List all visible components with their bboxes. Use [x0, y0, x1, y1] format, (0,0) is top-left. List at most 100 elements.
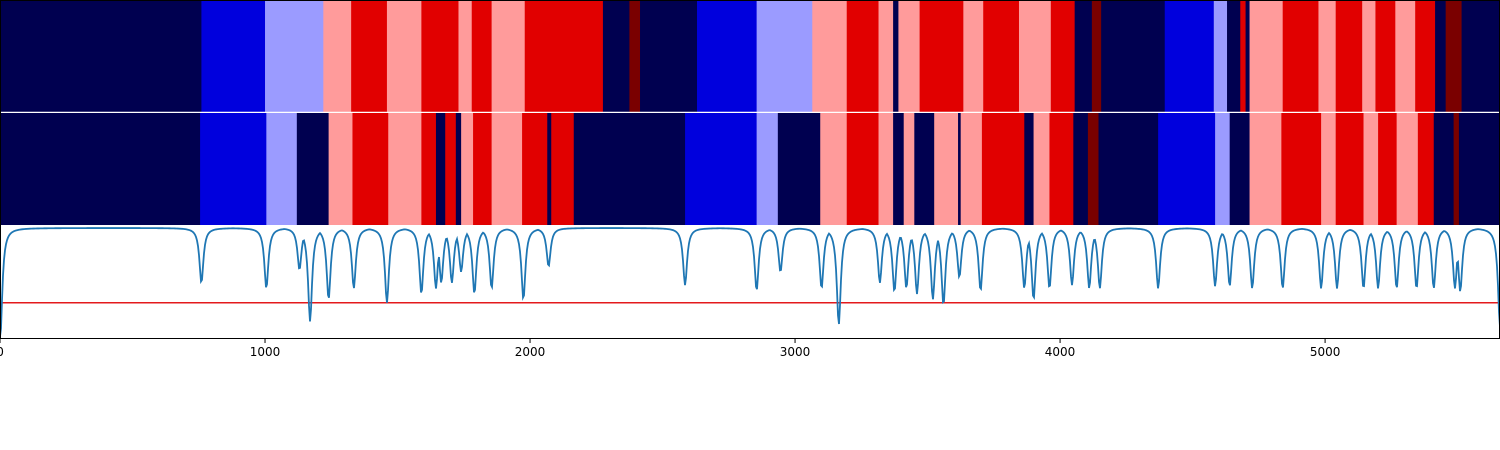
- track-0-segment: [602, 0, 630, 112]
- track-0-segment: [1335, 0, 1363, 112]
- track-1-segment: [1453, 113, 1460, 225]
- track-1-segment: [455, 113, 462, 225]
- track-1-segment: [777, 113, 821, 225]
- track-1-segment: [1249, 113, 1282, 225]
- track-1-segment: [1229, 113, 1250, 225]
- track-0-segment: [812, 0, 848, 112]
- track-0-segment: [1240, 0, 1246, 112]
- track-0-segment: [697, 0, 758, 112]
- track-0-segment: [471, 0, 493, 112]
- track-1-segment: [473, 113, 493, 225]
- x-tick-label: 0: [0, 345, 4, 359]
- track-1-segment: [960, 113, 983, 225]
- track-1-segment: [461, 113, 474, 225]
- track-0-segment: [323, 0, 352, 112]
- track-1-segment: [1215, 113, 1231, 225]
- track-1-segment: [328, 113, 353, 225]
- track-0-segment: [1245, 0, 1250, 112]
- track-1-segment: [573, 113, 686, 225]
- track-1-segment: [1458, 113, 1500, 225]
- track-0-segment: [421, 0, 459, 112]
- track-0-segment: [1018, 0, 1052, 112]
- track-1-segment: [1049, 113, 1074, 225]
- track-1-segment: [1335, 113, 1364, 225]
- series-line: [0, 227, 1500, 337]
- track-0-segment: [458, 0, 473, 112]
- track-1-segment: [200, 113, 267, 225]
- track-0-segment: [524, 0, 604, 112]
- track-0-segment: [1074, 0, 1093, 112]
- x-tick-label: 5000: [1310, 345, 1341, 359]
- track-1-segment: [1281, 113, 1322, 225]
- track-1-segment: [1073, 113, 1089, 225]
- heatmap-track-0: [0, 0, 1500, 112]
- track-0-segment: [1091, 0, 1102, 112]
- track-1-segment: [958, 113, 962, 225]
- track-0-segment: [1164, 0, 1215, 112]
- track-1-segment: [1098, 113, 1159, 225]
- track-1-segment: [1433, 113, 1455, 225]
- track-1-segment: [903, 113, 915, 225]
- track-1-segment: [551, 113, 575, 225]
- track-0-segment: [878, 0, 894, 112]
- track-0-segment: [846, 0, 879, 112]
- track-1-segment: [934, 113, 959, 225]
- track-1-segment: [878, 113, 894, 225]
- track-1-segment: [756, 113, 779, 225]
- track-0-segment: [983, 0, 1020, 112]
- track-1-segment: [0, 113, 201, 225]
- track-1-segment: [1024, 113, 1034, 225]
- x-tick-label: 1000: [250, 345, 281, 359]
- track-1-segment: [1363, 113, 1379, 225]
- track-0-segment: [1445, 0, 1462, 112]
- track-1-segment: [1033, 113, 1050, 225]
- curve-panel-background: [0, 226, 1500, 338]
- track-0-segment: [1435, 0, 1447, 112]
- track-0-segment: [1249, 0, 1284, 112]
- track-0-segment: [1415, 0, 1436, 112]
- track-0-segment: [919, 0, 964, 112]
- track-1-segment: [1087, 113, 1099, 225]
- track-0-segment: [1395, 0, 1416, 112]
- track-1-segment: [522, 113, 548, 225]
- track-0-segment: [1375, 0, 1396, 112]
- track-0-segment: [893, 0, 899, 112]
- track-0-segment: [386, 0, 422, 112]
- track-1-segment: [421, 113, 437, 225]
- track-0-segment: [1362, 0, 1376, 112]
- track-0-segment: [1213, 0, 1228, 112]
- x-tick-label: 2000: [515, 345, 546, 359]
- track-0-segment: [1318, 0, 1337, 112]
- track-1-segment: [445, 113, 457, 225]
- x-tick-label: 3000: [780, 345, 811, 359]
- track-0-segment: [898, 0, 921, 112]
- track-1-segment: [1396, 113, 1419, 225]
- track-1-segment: [685, 113, 758, 225]
- track-1-segment: [820, 113, 848, 225]
- track-1-segment: [846, 113, 879, 225]
- track-0-segment: [963, 0, 984, 112]
- track-0-segment: [629, 0, 641, 112]
- x-tick-label: 4000: [1045, 345, 1076, 359]
- track-1-segment: [435, 113, 446, 225]
- track-0-segment: [201, 0, 266, 112]
- track-0-segment: [491, 0, 526, 112]
- track-0-segment: [0, 0, 202, 112]
- track-0-segment: [1101, 0, 1166, 112]
- heatmap-track-1: [0, 113, 1500, 225]
- track-0-segment: [640, 0, 698, 112]
- track-1-segment: [981, 113, 1025, 225]
- track-1-segment: [547, 113, 552, 225]
- curve-layer: [0, 227, 1500, 337]
- track-1-segment: [352, 113, 389, 225]
- track-1-segment: [1417, 113, 1435, 225]
- track-1-segment: [1378, 113, 1398, 225]
- track-1-segment: [914, 113, 935, 225]
- track-1-segment: [388, 113, 422, 225]
- track-0-segment: [756, 0, 813, 112]
- track-0-segment: [351, 0, 388, 112]
- track-0-segment: [1050, 0, 1076, 112]
- track-1-segment: [1158, 113, 1216, 225]
- track-1-segment: [296, 113, 330, 225]
